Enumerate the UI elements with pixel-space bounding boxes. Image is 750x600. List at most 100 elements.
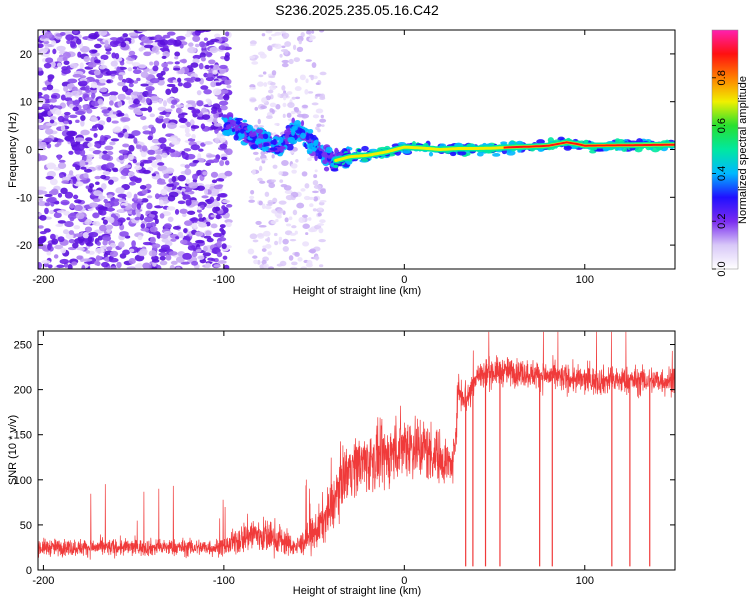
spectrogram-cell <box>184 164 190 169</box>
spectrogram-cell <box>62 229 69 235</box>
spectrogram-cell <box>300 132 307 139</box>
spectrogram-cell <box>225 221 232 228</box>
spectrogram-cell <box>142 125 149 130</box>
spectrogram-cell <box>291 261 298 266</box>
spectrogram-cell <box>162 34 171 39</box>
spectrogram-cell <box>300 188 306 192</box>
spectrogram-cell <box>177 82 183 87</box>
spectrogram-cell <box>150 210 158 215</box>
spectrogram-cell <box>149 61 154 66</box>
spectrogram-cell <box>109 37 118 41</box>
spectrogram-cell <box>126 59 134 65</box>
spectrogram-cell <box>290 163 298 169</box>
spectrogram-cell <box>247 248 255 255</box>
spectrogram-cell <box>198 213 203 219</box>
spectrogram-cell <box>154 193 160 200</box>
spectrogram-cell <box>68 170 74 176</box>
spectrogram-cell <box>291 169 297 174</box>
spectrogram-cell <box>402 150 411 154</box>
spectrogram-cell <box>94 59 101 64</box>
spectrogram-cell <box>117 132 124 138</box>
spectrogram-cell <box>129 104 139 108</box>
spectrogram-cell <box>89 202 99 208</box>
spectrogram-cell <box>63 120 69 125</box>
spectrogram-cell <box>195 30 206 33</box>
spectrogram-cell <box>38 196 43 202</box>
spectrogram-cell <box>160 188 168 196</box>
spectrogram-cell <box>225 203 233 208</box>
spectrogram-cell <box>92 150 102 155</box>
spectrogram-cell <box>97 235 103 241</box>
spectrogram-cell <box>192 222 198 229</box>
spectrogram-cell <box>121 205 126 209</box>
spectrogram-cell <box>294 107 300 113</box>
spectrogram-cell <box>312 190 319 194</box>
spectrogram-cell <box>221 243 227 250</box>
spectrogram-cell <box>45 57 54 64</box>
spectrogram-cell <box>285 131 292 135</box>
spectrogram-cell <box>67 263 73 269</box>
spectrogram-cell <box>242 119 248 123</box>
spectrogram-cell <box>126 266 137 269</box>
spectrogram-cell <box>117 100 123 108</box>
spectrogram-cell <box>284 217 289 223</box>
snr-y-tick-label: 50 <box>20 520 32 532</box>
spectrogram-cell <box>305 135 310 141</box>
spectrogram-cell <box>320 114 324 119</box>
spectrogram-cell <box>159 255 166 261</box>
spectrogram-cell <box>174 208 180 215</box>
spectrogram-cell <box>53 254 59 259</box>
spectrogram-cell <box>151 173 157 177</box>
spectrogram-cell <box>312 180 319 186</box>
spectrogram-cell <box>300 31 305 38</box>
spectrogram-cell <box>102 240 108 246</box>
spectrogram-cell <box>203 89 212 95</box>
spectrogram-cell <box>164 108 173 113</box>
spectrogram-cell <box>271 109 275 115</box>
spectrogram-cell <box>300 266 308 269</box>
spectrogram-cell <box>102 171 111 176</box>
spectrogram-cell <box>261 248 267 253</box>
spectrogram-cell <box>133 193 138 201</box>
spectrogram-cell <box>95 181 100 186</box>
spectrogram-cell <box>111 120 119 124</box>
spectrogram-cell <box>173 67 181 71</box>
spectrogram-cell <box>125 96 131 100</box>
spectrogram-cell <box>212 88 222 96</box>
spectrogram-cell <box>147 149 156 155</box>
colorbar-tick-label: 0.6 <box>716 118 728 133</box>
spectrogram-cell <box>185 100 196 104</box>
spectrogram-cell <box>122 249 130 255</box>
spectrogram-cell <box>196 100 204 107</box>
spectrogram-cell <box>177 231 184 238</box>
spectrogram-cell <box>119 231 129 237</box>
spectrogram-cell <box>254 106 259 111</box>
spectrogram-cell <box>292 147 298 152</box>
spectrogram-cell <box>171 175 177 183</box>
spectrogram-cell <box>278 200 287 205</box>
spectrogram-cell <box>133 98 141 105</box>
spectrogram-cell <box>86 108 93 114</box>
spectrogram-cell <box>99 78 107 84</box>
spectrogram-cell <box>117 81 126 87</box>
spectrogram-cell <box>289 150 295 154</box>
spectrogram-cell <box>212 117 218 124</box>
spectrogram-cell <box>183 228 188 234</box>
spectrogram-cell <box>285 223 292 227</box>
spectrogram-cell <box>100 58 105 66</box>
spectrogram-cell <box>79 46 90 53</box>
spectrogram-cell <box>221 114 230 118</box>
spectrogram-cell <box>325 146 333 154</box>
spectrogram-cell <box>296 113 305 118</box>
snr-x-tick-label: -100 <box>213 575 235 587</box>
spectrogram-cell <box>318 264 324 268</box>
spectrogram-cell <box>249 55 256 59</box>
spectrogram-cell <box>249 43 256 47</box>
spectrogram-cell <box>209 196 215 203</box>
spectrogram-cell <box>224 160 230 166</box>
snr-content <box>37 331 676 567</box>
spectrogram-cell <box>49 178 58 186</box>
spectrogram-cell <box>166 61 174 65</box>
spectrogram-cell <box>244 136 248 140</box>
spectrogram-cell <box>127 67 133 72</box>
